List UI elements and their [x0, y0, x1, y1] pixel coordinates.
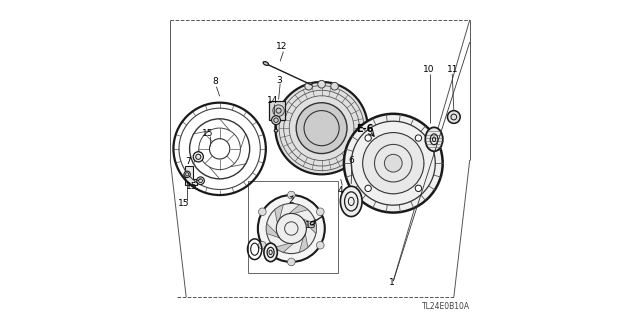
Text: 15: 15: [186, 182, 198, 191]
Ellipse shape: [263, 61, 269, 65]
Ellipse shape: [340, 186, 362, 217]
Circle shape: [196, 177, 204, 185]
Circle shape: [259, 241, 266, 249]
Polygon shape: [266, 223, 280, 238]
Text: 13: 13: [305, 221, 317, 230]
Text: 2: 2: [288, 196, 294, 205]
Circle shape: [365, 185, 371, 191]
Text: 11: 11: [447, 65, 458, 74]
Circle shape: [447, 111, 460, 123]
Circle shape: [258, 195, 324, 262]
Circle shape: [184, 171, 190, 178]
Polygon shape: [275, 205, 284, 223]
Circle shape: [275, 82, 368, 174]
Text: TL24E0B10A: TL24E0B10A: [422, 302, 470, 311]
Circle shape: [385, 154, 402, 172]
Polygon shape: [275, 244, 294, 252]
Circle shape: [266, 204, 316, 253]
Polygon shape: [269, 101, 285, 120]
Polygon shape: [289, 205, 308, 214]
Ellipse shape: [274, 129, 278, 132]
Text: 1: 1: [389, 278, 395, 287]
Circle shape: [287, 258, 295, 266]
Text: 15: 15: [178, 199, 189, 208]
Circle shape: [363, 132, 424, 194]
Text: 12: 12: [276, 42, 287, 52]
Circle shape: [316, 241, 324, 249]
Circle shape: [415, 135, 422, 141]
Circle shape: [415, 185, 422, 191]
Circle shape: [287, 191, 295, 199]
Text: 6: 6: [348, 156, 354, 165]
Circle shape: [273, 105, 284, 116]
Ellipse shape: [264, 243, 277, 262]
Text: E-6: E-6: [356, 124, 374, 134]
Circle shape: [259, 208, 266, 216]
Circle shape: [344, 114, 443, 212]
Circle shape: [316, 208, 324, 216]
Circle shape: [365, 135, 371, 141]
Circle shape: [318, 80, 325, 88]
Text: 3: 3: [276, 76, 282, 85]
Text: 7: 7: [185, 157, 191, 166]
Circle shape: [193, 152, 204, 162]
Text: 4: 4: [338, 186, 344, 195]
Circle shape: [173, 103, 266, 195]
Circle shape: [331, 82, 339, 90]
Ellipse shape: [310, 221, 315, 225]
Text: 10: 10: [422, 65, 434, 74]
Ellipse shape: [426, 127, 443, 151]
Polygon shape: [303, 219, 316, 234]
Circle shape: [271, 116, 280, 124]
Circle shape: [296, 103, 347, 154]
Circle shape: [305, 82, 312, 90]
Polygon shape: [184, 166, 197, 186]
Circle shape: [275, 81, 369, 175]
Text: 14: 14: [267, 96, 278, 105]
Text: 8: 8: [212, 77, 218, 86]
Polygon shape: [300, 234, 308, 252]
Text: 15: 15: [202, 129, 214, 138]
